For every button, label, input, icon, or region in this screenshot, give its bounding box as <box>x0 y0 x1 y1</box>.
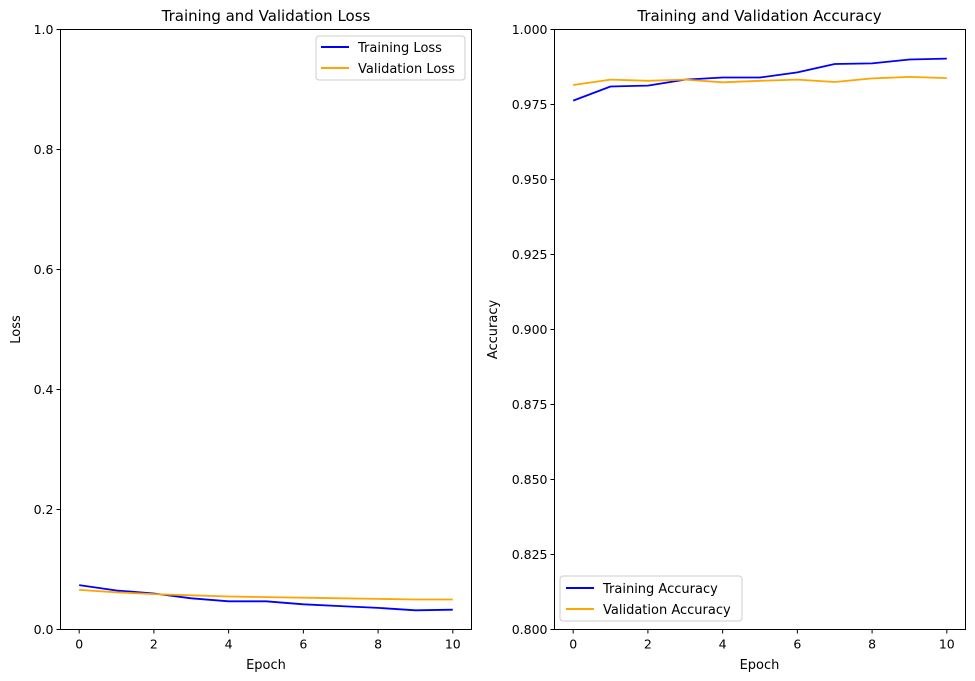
accuracy-chart: Training and Validation Accuracy Epoch A… <box>486 7 966 673</box>
accuracy-y-axis-label: Accuracy <box>486 300 501 360</box>
loss-x-tick-label: 0 <box>75 637 83 652</box>
validation-loss-line <box>79 589 453 601</box>
validation-accuracy-line <box>573 76 947 86</box>
accuracy-x-tick-label: 10 <box>939 637 955 652</box>
accuracy-plot-frame <box>554 29 966 630</box>
loss-x-tick-label: 2 <box>150 637 158 652</box>
accuracy-y-tick-label: 0.975 <box>512 97 548 112</box>
accuracy-legend-label-training: Training Accuracy <box>602 582 718 597</box>
accuracy-legend-box <box>559 575 743 622</box>
loss-legend-box <box>315 35 466 81</box>
loss-legend-label-training: Training Loss <box>357 41 442 56</box>
accuracy-y-tick-label: 0.925 <box>512 247 548 262</box>
loss-lines <box>79 584 453 612</box>
training-loss-line <box>79 584 453 612</box>
accuracy-y-tick-label: 1.000 <box>512 22 548 37</box>
loss-y-tick-label: 1.0 <box>34 22 54 37</box>
loss-x-tick-label: 4 <box>225 637 233 652</box>
accuracy-ticks: 0 2 4 6 8 10 0.800 0.825 0.850 0.875 0.900 0.925 0.9… <box>512 22 955 652</box>
accuracy-y-tick-label: 0.825 <box>512 547 548 562</box>
accuracy-x-tick-label: 8 <box>868 637 876 652</box>
loss-x-tick-label: 8 <box>374 637 382 652</box>
accuracy-x-axis-label: Epoch <box>740 658 780 673</box>
accuracy-legend: Training Accuracy Validation Accuracy <box>559 575 743 622</box>
loss-legend-label-validation: Validation Loss <box>358 62 455 77</box>
loss-x-axis-label: Epoch <box>246 658 286 673</box>
accuracy-legend-label-validation: Validation Accuracy <box>603 603 731 618</box>
loss-y-tick-label: 0.0 <box>34 622 54 637</box>
accuracy-x-tick-label: 0 <box>569 637 577 652</box>
training-accuracy-line <box>572 57 947 102</box>
loss-x-tick-label: 6 <box>299 637 307 652</box>
loss-chart-title: Training and Validation Loss <box>161 7 371 25</box>
accuracy-y-tick-label: 0.875 <box>512 397 548 412</box>
accuracy-lines <box>572 57 947 102</box>
loss-ticks: 0 2 4 6 8 10 0.0 0.2 0.4 0.6 0.8 1.0 <box>34 22 461 652</box>
loss-chart: Training and Validation Loss Epoch Loss … <box>9 7 472 673</box>
accuracy-y-tick-label: 0.900 <box>512 322 548 337</box>
accuracy-x-tick-label: 4 <box>719 637 727 652</box>
loss-legend: Training Loss Validation Loss <box>315 35 466 81</box>
accuracy-x-tick-label: 6 <box>793 637 801 652</box>
loss-x-tick-label: 10 <box>445 637 461 652</box>
loss-y-tick-label: 0.6 <box>34 262 54 277</box>
accuracy-y-tick-label: 0.950 <box>512 172 548 187</box>
accuracy-x-tick-label: 2 <box>644 637 652 652</box>
loss-y-tick-label: 0.8 <box>34 142 54 157</box>
accuracy-y-tick-label: 0.850 <box>512 472 548 487</box>
accuracy-y-tick-label: 0.800 <box>512 622 548 637</box>
loss-y-tick-label: 0.2 <box>34 502 54 517</box>
accuracy-chart-title: Training and Validation Accuracy <box>636 7 881 25</box>
loss-y-tick-label: 0.4 <box>34 382 54 397</box>
loss-plot-frame <box>60 29 472 630</box>
loss-y-axis-label: Loss <box>9 315 24 344</box>
